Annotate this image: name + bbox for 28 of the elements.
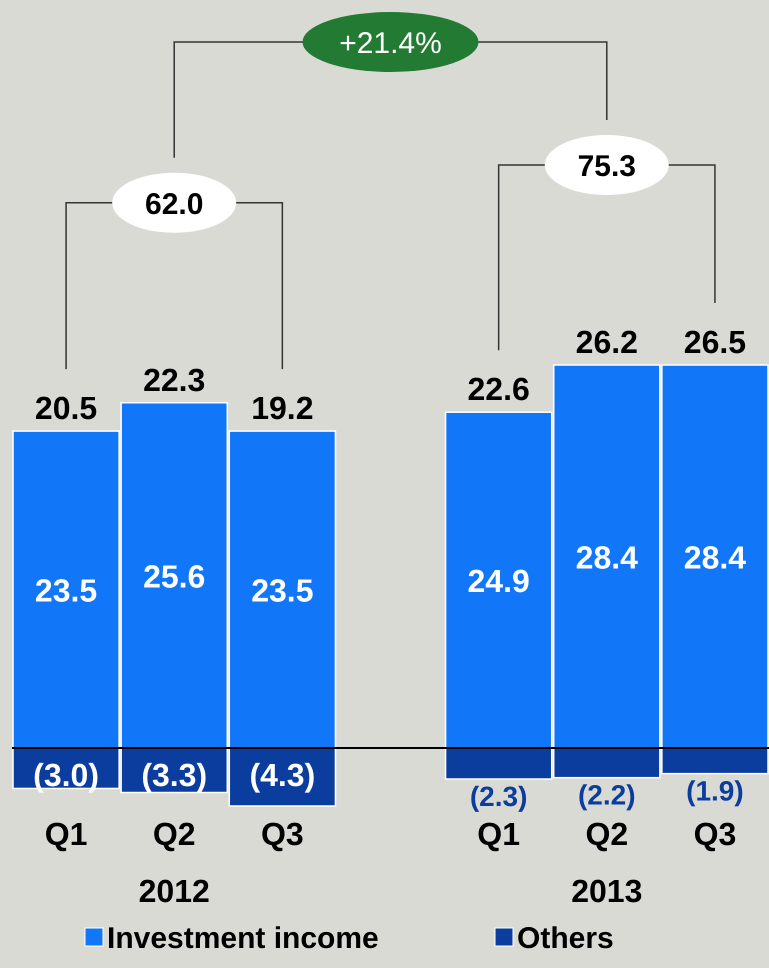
bracket: 62.0 bbox=[65, 172, 284, 370]
text: 2013 bbox=[571, 873, 642, 909]
total-label: 19.2 bbox=[251, 390, 314, 426]
x-tick-label: Q1 bbox=[477, 816, 520, 852]
x-tick-label: Q1 bbox=[44, 816, 88, 852]
x-tick-label: Q2 bbox=[585, 816, 628, 852]
data-label: 28.4 bbox=[684, 540, 746, 576]
data-label: (1.9) bbox=[686, 776, 744, 807]
total-label: 26.5 bbox=[684, 324, 746, 360]
total-label: 20.5 bbox=[34, 390, 98, 426]
legend-label: Others bbox=[517, 922, 614, 955]
data-label: 28.4 bbox=[576, 540, 638, 576]
data-label: 23.5 bbox=[34, 572, 98, 609]
x-tick-label: Q3 bbox=[694, 816, 736, 852]
data-label: 24.9 bbox=[468, 563, 530, 600]
total-label: 26.2 bbox=[576, 324, 638, 360]
data-label: (3.0) bbox=[33, 757, 99, 793]
data-label: (2.2) bbox=[578, 780, 636, 811]
data-label: 23.5 bbox=[251, 572, 314, 609]
x-tick-label: Q3 bbox=[261, 816, 304, 852]
data-label: (2.3) bbox=[470, 781, 528, 812]
data-label: 25.6 bbox=[143, 558, 206, 594]
data-label: (3.3) bbox=[141, 757, 208, 793]
total-label: 22.6 bbox=[468, 371, 530, 408]
data-label: (4.3) bbox=[249, 757, 316, 793]
legend-label: Investment income bbox=[107, 922, 379, 955]
x-tick-label: Q2 bbox=[152, 816, 196, 852]
text: 2012 bbox=[138, 873, 210, 909]
